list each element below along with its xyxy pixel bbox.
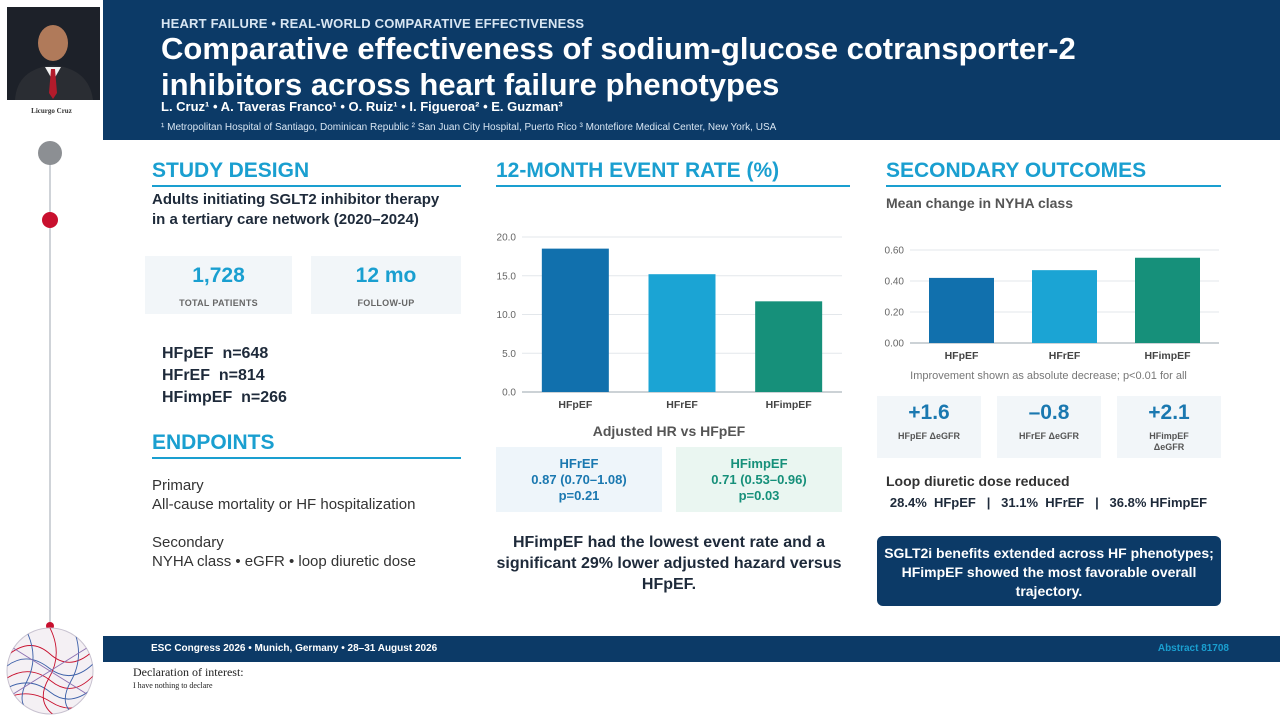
hr-card-p: p=0.21 [558,488,600,503]
presenter-portrait-icon [7,7,100,100]
title-line-2: inhibitors across heart failure phenotyp… [161,67,780,102]
cohort-hfref: HFrEF n=814 [162,367,265,384]
bar-hfref [1032,270,1097,343]
bar-hfref [648,274,716,392]
y-tick-label: 0.00 [885,339,905,350]
declaration-title: Declaration of interest: [133,665,244,679]
page-title: Comparative effectiveness of sodium-gluc… [161,31,1221,103]
footer-bar: ESC Congress 2026 • Munich, Germany • 28… [103,636,1280,662]
secondary-endpoint-label: Secondary [152,534,224,551]
author-list: L. Cruz¹ • A. Taveras Franco¹ • O. Ruiz¹… [161,99,563,114]
stat-value: 1,728 [192,264,245,287]
primary-endpoint-text: All-cause mortality or HF hospitalizatio… [152,496,416,513]
adjusted-hr-title: Adjusted HR vs HFpEF [592,423,746,439]
y-tick-label: 0.0 [502,388,516,399]
egfr-label: HFpEF ΔeGFR [898,431,960,441]
congress-globe-icon [6,627,94,715]
event-rate-heading: 12-MONTH EVENT RATE (%) [496,159,850,187]
x-tick-label: HFrEF [666,399,698,411]
hr-card-hfref: HFrEF 0.87 (0.70–1.08) p=0.21 [496,447,662,512]
bar-hfimpef [755,301,823,392]
egfr-value: +2.1 [1148,401,1190,424]
secondary-endpoint-text: NYHA class • eGFR • loop diuretic dose [152,553,416,570]
hr-card-hfimpef: HFimpEF 0.71 (0.53–0.96) p=0.03 [676,447,842,512]
primary-endpoint-label: Primary [152,477,204,494]
presenter-photo [7,7,100,100]
x-tick-label: HFpEF [945,350,979,362]
header-banner: HEART FAILURE • REAL-WORLD COMPARATIVE E… [103,0,1280,140]
abstract-number: Abstract 81708 [1157,643,1229,654]
declaration-text: I have nothing to declare [133,681,213,690]
nyha-bar-chart: 0.00 0.20 0.40 0.60 HFpEF HFrEF HFimpEF [885,246,1219,362]
event-rate-bar-chart: 0.0 5.0 10.0 15.0 20.0 HFpEF HFrEF HFimpEF [497,233,842,411]
x-tick-label: HFpEF [558,399,592,411]
stat-card-total-patients: 1,728 TOTAL PATIENTS [145,256,292,314]
y-tick-label: 0.40 [885,277,905,288]
hr-card-value: 0.71 (0.53–0.96) [711,472,807,487]
header-kicker: HEART FAILURE • REAL-WORLD COMPARATIVE E… [161,16,585,31]
egfr-card-hfpef: +1.6 HFpEF ΔeGFR [877,396,981,458]
stat-value: 12 mo [355,264,417,287]
hr-card-p: p=0.03 [738,488,780,503]
egfr-card-hfimpef: +2.1 HFimpEF ΔeGFR [1117,396,1221,458]
timeline-marker-current[interactable] [42,212,58,228]
x-tick-label: HFrEF [1049,350,1081,362]
loop-diuretic-values: 28.4% HFpEF | 31.1% HFrEF | 36.8% HFimpE… [889,495,1208,510]
presenter-rail: Licurgo Cruz [0,0,103,720]
egfr-label: HFimpEF ΔeGFR [1149,431,1189,452]
timeline-marker-end [46,622,54,630]
y-tick-label: 10.0 [497,310,517,321]
presenter-name: Licurgo Cruz [31,107,72,115]
title-line-1: Comparative effectiveness of sodium-gluc… [161,31,1076,66]
congress-info: ESC Congress 2026 • Munich, Germany • 28… [151,643,438,654]
timeline-line [49,162,51,632]
conclusion-box: SGLT2i benefits extended across HF pheno… [877,536,1221,606]
egfr-label: HFrEF ΔeGFR [1019,431,1079,441]
egfr-value: –0.8 [1028,401,1070,424]
nyha-note: Improvement shown as absolute decrease; … [910,370,1187,382]
endpoints-heading: ENDPOINTS [152,431,461,459]
stat-card-follow-up: 12 mo FOLLOW-UP [311,256,461,314]
study-design-heading: STUDY DESIGN [152,159,461,187]
stat-label: FOLLOW-UP [357,298,415,308]
bar-hfpef [929,277,994,343]
y-tick-label: 15.0 [497,271,517,282]
cohort-hfpef: HFpEF n=648 [162,345,269,362]
y-tick-label: 20.0 [497,233,517,244]
bar-hfpef [541,248,609,392]
y-tick-label: 0.60 [885,246,905,257]
x-tick-label: HFimpEF [766,399,813,411]
study-design-description: Adults initiating SGLT2 inhibitor therap… [152,191,440,228]
affiliation-list: ¹ Metropolitan Hospital of Santiago, Dom… [161,122,777,133]
hr-card-name: HFimpEF [730,456,788,471]
egfr-card-hfref: –0.8 HFrEF ΔeGFR [997,396,1101,458]
stat-label: TOTAL PATIENTS [179,298,258,308]
nyha-chart-title: Mean change in NYHA class [886,195,1073,211]
cohort-list: HFpEF n=648 HFrEF n=814 HFimpEF n=266 [162,343,287,409]
bar-hfimpef [1135,257,1200,343]
secondary-outcomes-heading: SECONDARY OUTCOMES [886,159,1221,187]
cohort-hfimpef: HFimpEF n=266 [162,389,287,406]
hr-card-name: HFrEF [559,456,599,471]
timeline-marker-gray[interactable] [38,141,62,165]
x-tick-label: HFimpEF [1144,350,1191,362]
y-tick-label: 0.20 [885,308,905,319]
event-rate-summary: HFimpEF had the lowest event rate and a … [496,534,842,593]
egfr-value: +1.6 [908,401,950,424]
y-tick-label: 5.0 [502,349,516,360]
hr-card-value: 0.87 (0.70–1.08) [531,472,627,487]
loop-diuretic-title: Loop diuretic dose reduced [886,473,1070,489]
